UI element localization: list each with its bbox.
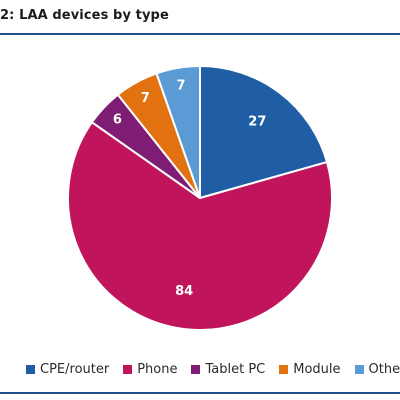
legend-label-module: Module: [293, 362, 341, 377]
pie-slice-cpe-router: [199, 65, 329, 199]
legend-swatch-other: [354, 365, 364, 374]
legend-item-phone: Phone: [123, 362, 177, 377]
chart-title: 2: LAA devices by type: [0, 8, 169, 23]
pie-data-labels: 27 84 6 7 7: [113, 79, 267, 300]
legend-item-other: Other: [354, 362, 400, 377]
pie-slices: [67, 65, 333, 331]
data-label-other: 7: [177, 79, 186, 94]
legend-item-cpe-router: CPE/router: [26, 362, 109, 377]
legend-label-tablet-pc: Tablet PC: [205, 362, 266, 377]
legend-item-tablet-pc: Tablet PC: [191, 362, 265, 377]
data-label-cpe-router: 27: [248, 115, 266, 130]
pie-slice-other: [155, 65, 201, 199]
legend-swatch-module: [279, 365, 289, 374]
legend-swatch-tablet-pc: [191, 365, 201, 374]
chart-legend: CPE/router Phone Tablet PC Module Other: [26, 362, 400, 377]
legend-label-phone: Phone: [137, 362, 178, 377]
legend-item-module: Module: [279, 362, 341, 377]
data-label-tablet-pc: 6: [113, 113, 122, 128]
data-label-module: 7: [141, 91, 150, 106]
pie-slice-phone: [67, 121, 333, 331]
legend-swatch-phone: [123, 365, 133, 374]
legend-swatch-cpe-router: [26, 365, 35, 374]
legend-label-other: Other: [368, 362, 400, 377]
data-label-phone: 84: [175, 284, 193, 299]
legend-label-cpe-router: CPE/router: [40, 362, 110, 377]
title-divider: [0, 33, 400, 35]
bottom-divider: [0, 392, 400, 394]
